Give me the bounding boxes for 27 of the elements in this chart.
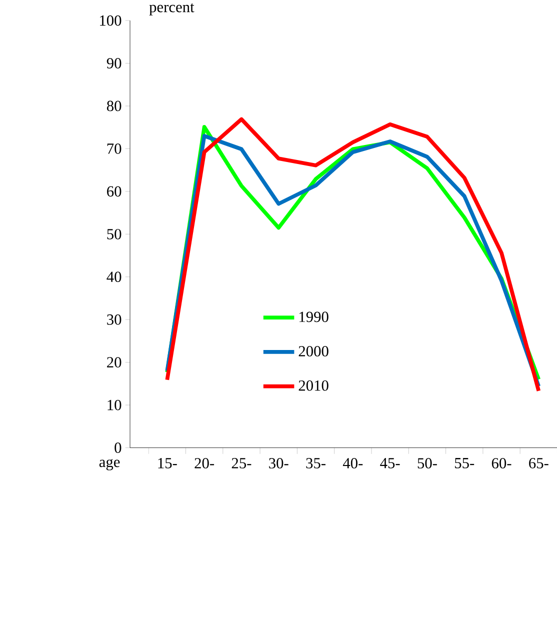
x-tick-label: 15- (158, 458, 177, 468)
y-tick-label: 30 (106, 314, 121, 325)
x-tick-label: 35- (306, 458, 326, 468)
x-tick-label: 25- (232, 458, 251, 468)
legend-label: 2010 (298, 380, 328, 391)
x-tick-label: 40- (342, 458, 362, 468)
x-tick-label: 60- (492, 458, 511, 468)
y-axis-title: percent (149, 3, 194, 16)
legend-label: 1990 (299, 312, 328, 322)
y-tick-label: 100 (100, 15, 121, 26)
x-tick-label: 50- (418, 458, 437, 468)
y-tick-label: 40 (106, 272, 121, 282)
x-tick-label: 20- (194, 458, 214, 468)
y-tick-label: 60 (106, 186, 121, 197)
y-tick-label: 50 (107, 228, 121, 240)
x-tick-label: 30- (268, 458, 288, 468)
x-tick-label: 55- (454, 458, 474, 468)
y-tick-label: 20 (106, 357, 121, 368)
legend-label: 2000 (298, 346, 328, 356)
y-tick-label: 0 (114, 442, 121, 453)
x-axis-title: age (99, 459, 120, 470)
x-tick-label: 45- (380, 458, 400, 468)
y-tick-label: 10 (108, 400, 121, 410)
y-tick-label: 80 (106, 100, 121, 112)
y-tick-label: 70 (107, 144, 121, 154)
y-tick-label: 90 (106, 58, 121, 68)
x-tick-label: 65- (528, 458, 548, 468)
